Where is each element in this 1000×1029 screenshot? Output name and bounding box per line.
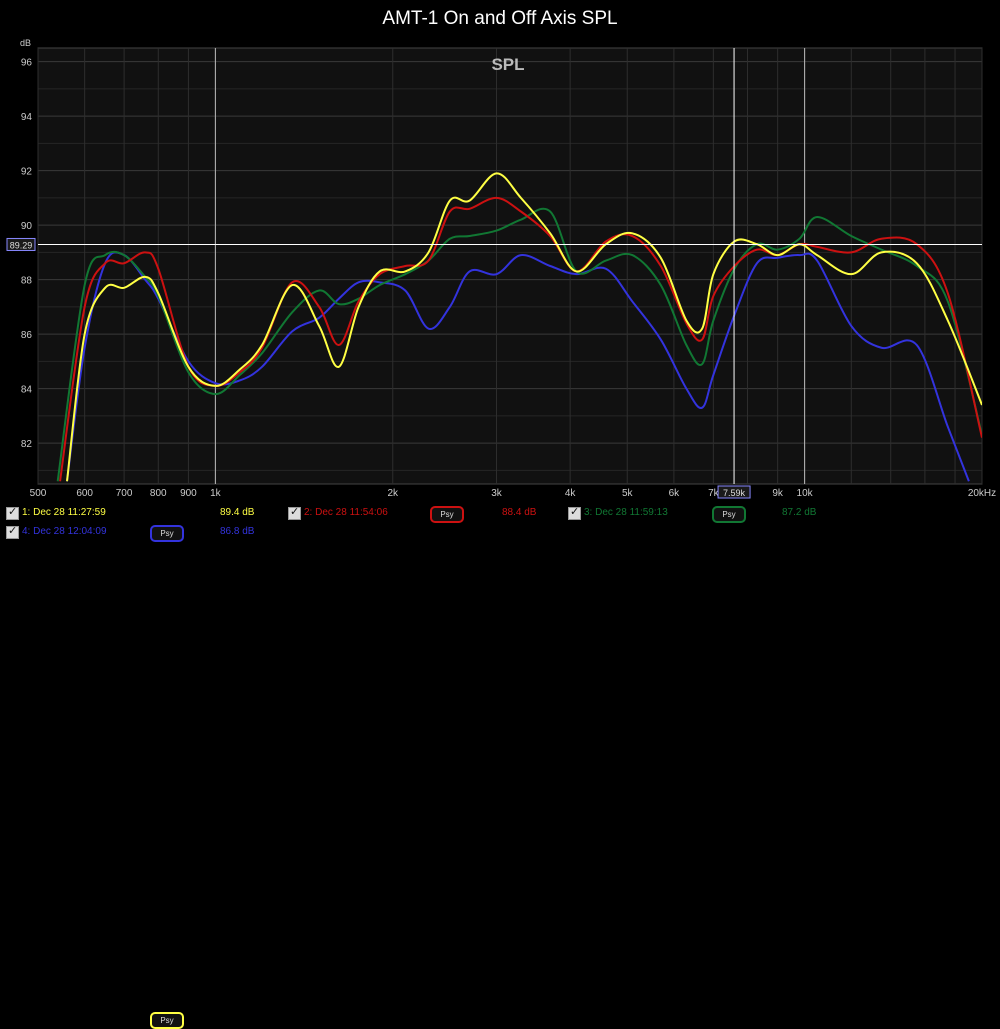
x-tick-label: 10k bbox=[797, 488, 814, 499]
legend-psy-3[interactable]: Psy bbox=[712, 506, 746, 523]
y-tick-label: 86 bbox=[21, 330, 33, 341]
legend-value-4: 86.8 dB bbox=[220, 526, 255, 537]
legend-value-3: 87.2 dB bbox=[782, 507, 817, 518]
y-axis-label: dB bbox=[20, 38, 31, 48]
cursor[interactable]: 89.29 7.59k bbox=[6, 48, 982, 499]
grid bbox=[37, 47, 983, 485]
x-tick-label: 900 bbox=[180, 488, 197, 499]
x-tick-label: 600 bbox=[76, 488, 93, 499]
chart-title: AMT-1 On and Off Axis SPL bbox=[382, 8, 618, 29]
x-tick-label: 20kHz bbox=[968, 488, 996, 499]
y-tick-label: 88 bbox=[21, 276, 33, 287]
legend-psy-1[interactable]: Psy bbox=[150, 1012, 184, 1029]
y-tick-label: 84 bbox=[21, 385, 33, 396]
x-tick-label: 800 bbox=[150, 488, 167, 499]
x-tick-label: 6k bbox=[669, 488, 681, 499]
y-axis-ticks: 96 94 92 90 88 86 84 82 bbox=[21, 58, 33, 451]
legend-value-1: 89.4 dB bbox=[220, 507, 255, 518]
series-line-1 bbox=[66, 172, 982, 482]
legend-psy-4[interactable]: Psy bbox=[150, 525, 184, 542]
cursor-y-readout: 89.29 bbox=[10, 240, 33, 250]
legend-checkbox-1[interactable] bbox=[6, 505, 19, 520]
cursor-y-readout-box bbox=[6, 237, 36, 251]
x-tick-label: 3k bbox=[491, 488, 503, 499]
legend-checkbox-4[interactable] bbox=[6, 524, 19, 539]
legend-label-1: 1: Dec 28 11:27:59 bbox=[22, 507, 106, 518]
x-tick-label: 9k bbox=[772, 488, 784, 499]
x-axis-ticks: 5006007008009001k2k3k4k5k6k7kk9k10k20kHz bbox=[30, 488, 997, 499]
plot-label: SPL bbox=[491, 55, 524, 74]
y-tick-label: 90 bbox=[21, 221, 33, 232]
legend-row-2: 4: Dec 28 12:04:09 Psy 86.8 dB bbox=[0, 524, 1000, 543]
legend-label-2: 2: Dec 28 11:54:06 bbox=[304, 507, 388, 518]
x-tick-label: 700 bbox=[116, 488, 133, 499]
cursor-x-readout: 7.59k bbox=[723, 488, 746, 498]
spl-chart[interactable]: 96 94 92 90 88 86 84 82 500 600 700 800 900 1k 2k 3k 4k… bbox=[0, 0, 1000, 544]
legend-checkbox-2[interactable] bbox=[288, 505, 301, 520]
legend-row-1: 1: Dec 28 11:27:59 Psy 89.4 dB 2: Dec 28… bbox=[0, 505, 1000, 1029]
series-line-3 bbox=[56, 207, 982, 482]
y-tick-label: 96 bbox=[21, 58, 33, 69]
legend-psy-2[interactable]: Psy bbox=[430, 506, 464, 523]
legend-label-4: 4: Dec 28 12:04:09 bbox=[22, 526, 107, 537]
y-tick-label: 92 bbox=[21, 167, 33, 178]
plot-area bbox=[37, 47, 983, 485]
legend-label-3: 3: Dec 28 11:59:13 bbox=[584, 507, 668, 518]
y-tick-label: 94 bbox=[21, 112, 33, 123]
x-tick-label: 5k bbox=[622, 488, 634, 499]
x-tick-label: 1k bbox=[210, 488, 222, 499]
x-tick-label: 2k bbox=[387, 488, 399, 499]
x-tick-label: 4k bbox=[565, 488, 577, 499]
x-tick-label: 500 bbox=[30, 488, 47, 499]
x-tick-label: 7k bbox=[708, 488, 720, 499]
cursor-x-readout-box bbox=[717, 485, 751, 499]
legend-value-2: 88.4 dB bbox=[502, 507, 537, 518]
legend-checkbox-3[interactable] bbox=[568, 505, 581, 520]
y-tick-label: 82 bbox=[21, 439, 33, 450]
